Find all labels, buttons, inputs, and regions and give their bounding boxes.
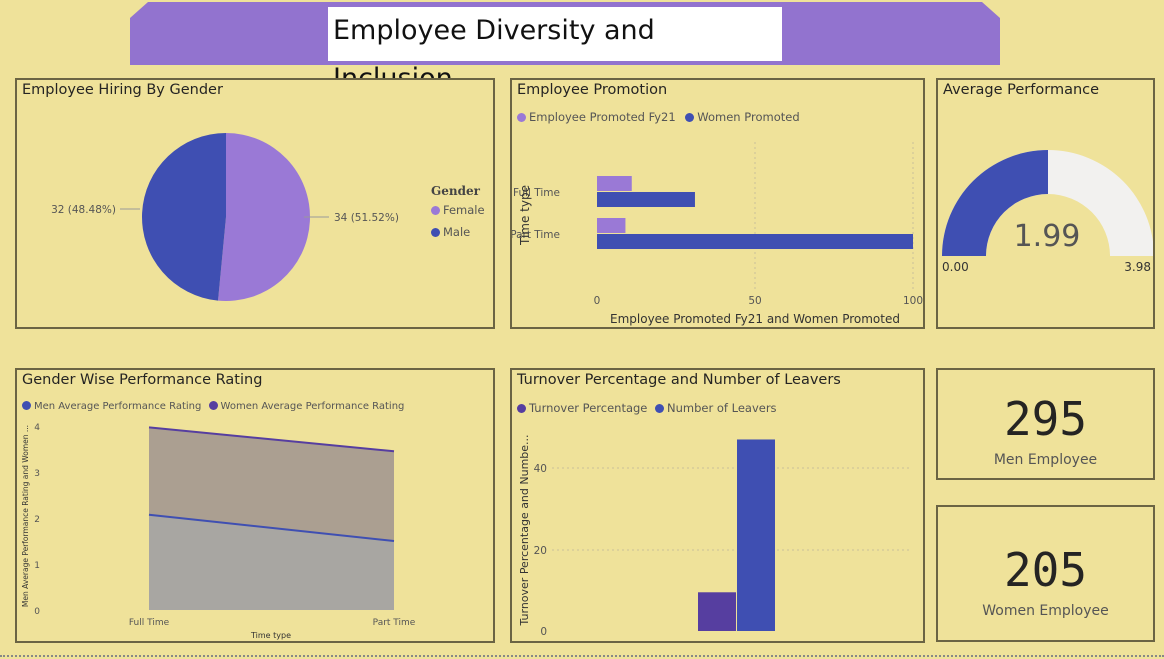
turnover-panel[interactable]: Turnover Percentage and Number of Leaver… — [510, 368, 925, 643]
y-tick-4: 4 — [34, 423, 40, 433]
x-category-part-time: Part Time — [373, 618, 416, 628]
employee-promotion-panel[interactable]: Employee Promotion Employee Promoted Fy2… — [510, 78, 925, 329]
men-rating-area — [149, 514, 394, 610]
gender-performance-legend: Men Average Performance Rating Women Ave… — [22, 401, 404, 412]
legend-item-promoted-fy21[interactable]: Employee Promoted Fy21 — [517, 110, 676, 124]
turnover-pct-legend-marker — [517, 404, 526, 413]
gender-legend: Gender Female Male — [431, 184, 485, 239]
turnover-bar-chart[interactable]: 0 20 40 Turnover Percentage and Numbe... — [512, 370, 923, 641]
legend-item-leavers[interactable]: Number of Leavers — [655, 401, 777, 415]
promotion-x-axis-title: Employee Promoted Fy21 and Women Promote… — [610, 312, 900, 326]
turnover-bars — [698, 439, 775, 631]
y-tick-2: 2 — [34, 515, 40, 525]
page-title: Employee Diversity and Inclusion — [328, 7, 782, 94]
turnover-panel-title: Turnover Percentage and Number of Leaver… — [517, 372, 841, 388]
men-employee-card[interactable]: 295 Men Employee — [936, 368, 1155, 480]
bar-women-promoted-part-time[interactable] — [597, 234, 913, 249]
y-tick-1: 1 — [34, 561, 40, 571]
y-tick-0: 0 — [34, 607, 40, 617]
legend-item-female[interactable]: Female — [431, 203, 485, 217]
promotion-bar-chart[interactable]: Full Time Part Time 0 50 100 Employee Pr… — [512, 80, 923, 327]
gauge-value-label: 1.99 — [1014, 219, 1081, 254]
women-employee-label: Women Employee — [982, 603, 1109, 619]
women-employee-count: 205 — [1003, 543, 1088, 597]
x-tick-100: 100 — [903, 295, 923, 307]
legend-item-turnover-pct[interactable]: Turnover Percentage — [517, 401, 647, 415]
leavers-legend-marker — [655, 404, 665, 413]
bottom-divider — [0, 655, 1164, 657]
gender-performance-title: Gender Wise Performance Rating — [22, 372, 263, 388]
women-employee-card[interactable]: 205 Women Employee — [936, 505, 1155, 642]
men-employee-label: Men Employee — [993, 452, 1098, 468]
promotion-panel-title: Employee Promotion — [517, 82, 668, 98]
category-label-full-time: Full Time — [513, 187, 560, 199]
women-rating-line — [148, 426, 395, 453]
legend-label-women-promoted: Women Promoted — [697, 110, 800, 124]
promotion-bars — [597, 176, 913, 249]
legend-label-women-rating: Women Average Performance Rating — [220, 401, 405, 412]
legend-item-male[interactable]: Male — [431, 225, 485, 239]
bar-turnover-percentage[interactable] — [698, 592, 736, 631]
promoted-legend-marker — [517, 113, 526, 122]
men-employee-count: 295 — [1003, 392, 1088, 446]
gender-perf-x-axis-title: Time type — [250, 631, 291, 640]
women-promoted-legend-marker — [685, 113, 695, 122]
performance-area-chart[interactable]: 0 1 2 3 4 Full Time Part Time Time type … — [17, 370, 493, 641]
x-tick-50: 50 — [748, 295, 761, 307]
hiring-by-gender-panel[interactable]: Employee Hiring By Gender 34 (51.52%) 32… — [15, 78, 495, 329]
performance-gauge[interactable]: 1.99 0.00 3.98 — [938, 80, 1153, 327]
legend-label-men-rating: Men Average Performance Rating — [34, 401, 202, 412]
average-performance-panel[interactable]: Average Performance 1.99 0.00 3.98 — [936, 78, 1155, 329]
legend-label-male: Male — [443, 225, 471, 239]
turnover-y-axis-title: Turnover Percentage and Numbe... — [518, 434, 531, 626]
legend-label-promoted-fy21: Employee Promoted Fy21 — [529, 110, 676, 124]
gender-legend-title: Gender — [431, 184, 480, 198]
male-legend-marker — [431, 228, 440, 237]
hiring-panel-title: Employee Hiring By Gender — [22, 82, 223, 98]
gender-performance-panel[interactable]: Gender Wise Performance Rating Men Avera… — [15, 368, 495, 643]
male-data-label: 32 (48.48%) — [51, 204, 116, 216]
bar-promoted-fy21-part-time[interactable] — [597, 218, 626, 233]
x-category-full-time: Full Time — [129, 618, 170, 628]
pie-slice-female[interactable] — [218, 133, 310, 301]
legend-item-women-rating[interactable]: Women Average Performance Rating — [208, 401, 405, 412]
turnover-y-tick-0: 0 — [540, 626, 547, 638]
women-rating-legend-marker — [208, 401, 218, 410]
turnover-y-tick-40: 40 — [534, 463, 547, 475]
men-rating-legend-marker — [22, 401, 31, 410]
turnover-legend: Turnover Percentage Number of Leavers — [517, 401, 777, 415]
legend-label-turnover-pct: Turnover Percentage — [529, 401, 648, 415]
bar-promoted-fy21-full-time[interactable] — [597, 176, 632, 191]
female-data-label: 34 (51.52%) — [334, 212, 399, 224]
promotion-y-axis-title: Time type — [518, 185, 532, 246]
legend-item-men-rating[interactable]: Men Average Performance Rating — [22, 401, 201, 412]
gauge-min-label: 0.00 — [942, 260, 969, 274]
hiring-pie-chart[interactable]: 34 (51.52%) 32 (48.48%) — [17, 80, 493, 327]
female-legend-marker — [431, 206, 440, 215]
x-tick-0: 0 — [594, 295, 601, 307]
bar-women-promoted-full-time[interactable] — [597, 192, 695, 207]
promotion-legend: Employee Promoted Fy21 Women Promoted — [517, 110, 800, 124]
gender-perf-y-axis-title: Men Average Performance Rating and Women… — [21, 425, 30, 607]
legend-label-female: Female — [443, 203, 485, 217]
gauge-max-label: 3.98 — [1124, 260, 1151, 274]
legend-label-leavers: Number of Leavers — [667, 401, 777, 415]
avg-performance-title: Average Performance — [943, 82, 1100, 98]
gauge-value-arc — [942, 150, 1048, 256]
legend-item-women-promoted[interactable]: Women Promoted — [685, 110, 800, 124]
pie-slice-male[interactable] — [142, 133, 226, 301]
turnover-y-tick-20: 20 — [534, 545, 547, 557]
category-label-part-time: Part Time — [512, 229, 560, 241]
y-tick-3: 3 — [34, 469, 40, 479]
bar-number-of-leavers[interactable] — [737, 439, 775, 631]
men-rating-line — [148, 513, 395, 542]
